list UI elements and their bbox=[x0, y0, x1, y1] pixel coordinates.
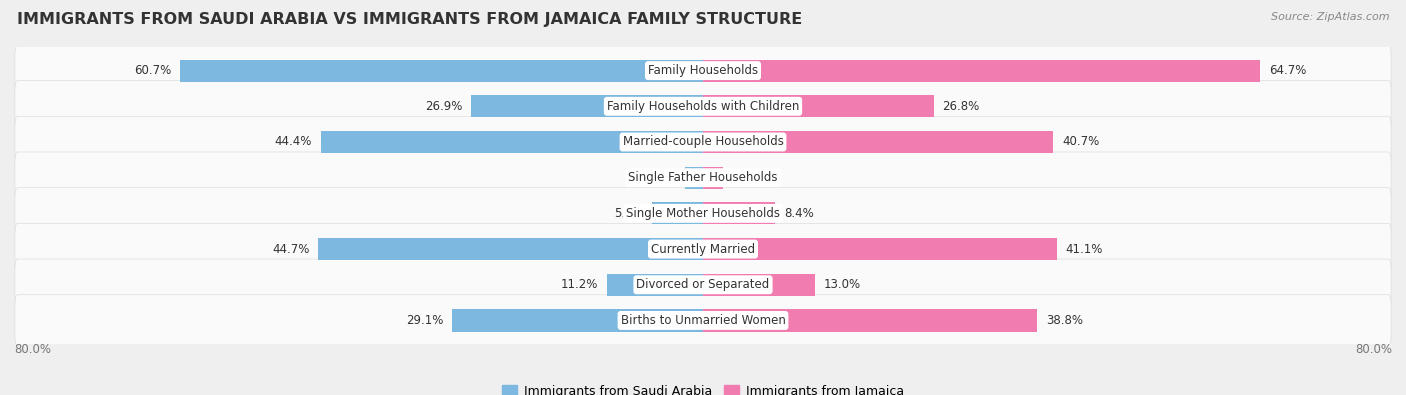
Bar bbox=[703, 238, 1057, 260]
Bar bbox=[703, 202, 775, 224]
Text: 44.7%: 44.7% bbox=[273, 243, 309, 256]
Text: 2.3%: 2.3% bbox=[731, 171, 761, 184]
Text: 44.4%: 44.4% bbox=[274, 135, 312, 149]
Text: 41.1%: 41.1% bbox=[1066, 243, 1102, 256]
Text: 2.1%: 2.1% bbox=[647, 171, 676, 184]
Bar bbox=[703, 309, 1038, 331]
Legend: Immigrants from Saudi Arabia, Immigrants from Jamaica: Immigrants from Saudi Arabia, Immigrants… bbox=[498, 380, 908, 395]
FancyBboxPatch shape bbox=[15, 116, 1391, 168]
Bar bbox=[321, 131, 703, 153]
Text: 26.8%: 26.8% bbox=[942, 100, 980, 113]
FancyBboxPatch shape bbox=[15, 152, 1391, 203]
Text: 80.0%: 80.0% bbox=[1355, 342, 1392, 356]
Text: 60.7%: 60.7% bbox=[135, 64, 172, 77]
Text: 5.9%: 5.9% bbox=[614, 207, 644, 220]
Text: Married-couple Households: Married-couple Households bbox=[623, 135, 783, 149]
Text: Source: ZipAtlas.com: Source: ZipAtlas.com bbox=[1271, 12, 1389, 22]
FancyBboxPatch shape bbox=[15, 223, 1391, 275]
Text: IMMIGRANTS FROM SAUDI ARABIA VS IMMIGRANTS FROM JAMAICA FAMILY STRUCTURE: IMMIGRANTS FROM SAUDI ARABIA VS IMMIGRAN… bbox=[17, 12, 801, 27]
Bar bbox=[606, 274, 703, 296]
FancyBboxPatch shape bbox=[15, 188, 1391, 239]
Text: Family Households: Family Households bbox=[648, 64, 758, 77]
Text: 8.4%: 8.4% bbox=[785, 207, 814, 220]
Bar bbox=[453, 309, 703, 331]
Text: Currently Married: Currently Married bbox=[651, 243, 755, 256]
Text: Family Households with Children: Family Households with Children bbox=[607, 100, 799, 113]
Text: 80.0%: 80.0% bbox=[14, 342, 51, 356]
Text: Births to Unmarried Women: Births to Unmarried Women bbox=[620, 314, 786, 327]
Bar bbox=[180, 60, 703, 82]
Text: Single Mother Households: Single Mother Households bbox=[626, 207, 780, 220]
Bar bbox=[703, 60, 1260, 82]
Text: 11.2%: 11.2% bbox=[561, 278, 598, 291]
Text: 38.8%: 38.8% bbox=[1046, 314, 1083, 327]
Bar bbox=[471, 95, 703, 117]
Bar bbox=[685, 167, 703, 189]
Text: 40.7%: 40.7% bbox=[1062, 135, 1099, 149]
Text: 26.9%: 26.9% bbox=[426, 100, 463, 113]
Text: Single Father Households: Single Father Households bbox=[628, 171, 778, 184]
Bar bbox=[703, 167, 723, 189]
Bar bbox=[318, 238, 703, 260]
Bar bbox=[703, 95, 934, 117]
Text: 13.0%: 13.0% bbox=[824, 278, 860, 291]
FancyBboxPatch shape bbox=[15, 45, 1391, 96]
Text: 64.7%: 64.7% bbox=[1268, 64, 1306, 77]
FancyBboxPatch shape bbox=[15, 81, 1391, 132]
Text: Divorced or Separated: Divorced or Separated bbox=[637, 278, 769, 291]
Bar bbox=[652, 202, 703, 224]
Bar bbox=[703, 131, 1053, 153]
Bar bbox=[703, 274, 815, 296]
FancyBboxPatch shape bbox=[15, 259, 1391, 310]
FancyBboxPatch shape bbox=[15, 295, 1391, 346]
Text: 29.1%: 29.1% bbox=[406, 314, 444, 327]
